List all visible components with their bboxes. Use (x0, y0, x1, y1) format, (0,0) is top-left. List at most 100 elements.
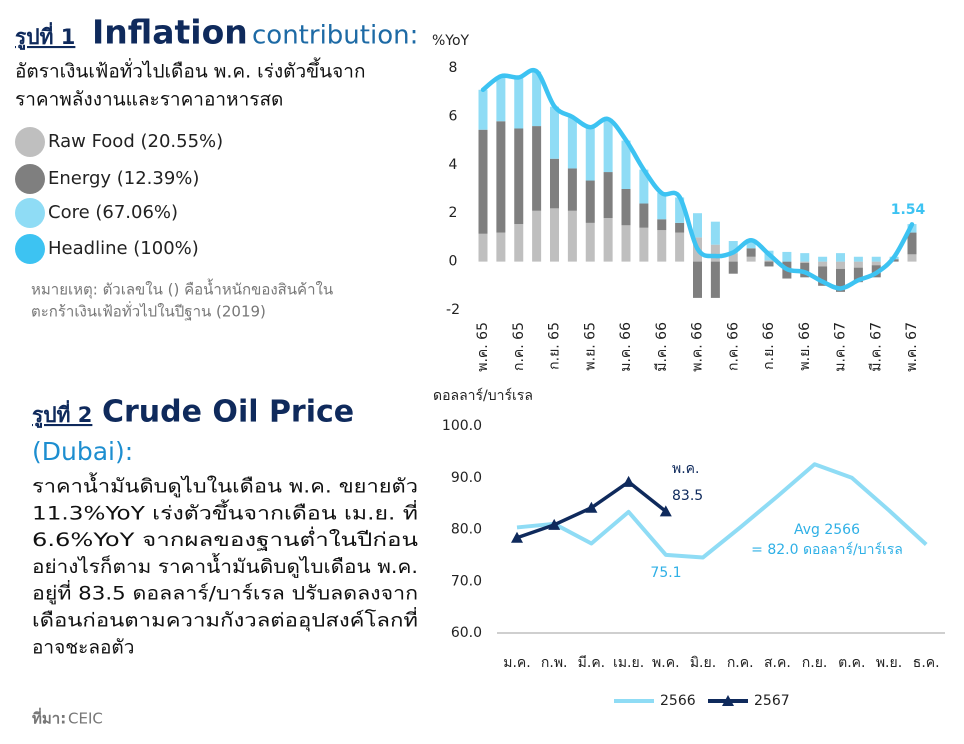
y-tick-label: 100.0 (442, 418, 482, 434)
triangle-marker (548, 518, 561, 530)
chart-title: Crude Oil Price (102, 395, 354, 430)
description: 11.3%YoY เร่งตัวขึ้นจากเดือน เม.ย. ที่ (32, 499, 418, 524)
legend-swatch (15, 234, 45, 264)
x-tick-label: มี.ค. (578, 655, 606, 671)
bar-segment (532, 126, 542, 211)
bar-segment (478, 89, 488, 130)
figure-label: รูปที่ 2 (32, 399, 92, 429)
x-tick-label: ม.ค. 67 (833, 322, 849, 372)
x-tick-label: ก.ย. 65 (547, 322, 563, 370)
bar-segment (567, 168, 577, 211)
bar-segment (728, 261, 738, 274)
legend-label: Core (67.06%) (48, 202, 178, 223)
bar-segment (853, 256, 863, 262)
bar-segment (818, 261, 828, 267)
bar-segment (693, 213, 702, 238)
y-tick-label: -2 (446, 302, 460, 318)
x-tick-label: พ.ค. 66 (690, 322, 706, 372)
bar-segment (585, 222, 595, 262)
bar-segment (675, 197, 685, 223)
data-label: 75.1 (650, 565, 681, 581)
x-tick-label: ม.ค. (503, 655, 531, 671)
x-tick-label: ก.พ. (541, 655, 568, 671)
description: เดือนก่อนตามความกังวลต่ออุปสงค์โลกที่ (32, 607, 418, 633)
x-tick-label: ต.ค. (838, 655, 865, 671)
bar-segment (746, 256, 756, 262)
source-label: ที่มา: (32, 708, 66, 728)
bar-segment (836, 261, 845, 269)
bar-segment (621, 225, 631, 262)
data-label: 83.5 (672, 488, 703, 504)
bar-segment (550, 158, 559, 209)
x-tick-label: ก.ค. 65 (511, 322, 527, 371)
bar-segment (496, 76, 506, 122)
subtitle: ราคาพลังงานและราคาอาหารสด (15, 89, 283, 111)
annotation: Avg 2566 (794, 522, 860, 538)
bar-segment (675, 222, 685, 233)
bar-segment (853, 267, 863, 283)
chart-title-suffix: (Dubai): (32, 437, 133, 466)
description: อาจชะลอตัว (32, 636, 134, 658)
bar-segment (567, 117, 577, 169)
x-tick-label: มี.ค. 66 (654, 322, 670, 372)
y-tick-label: 8 (449, 60, 458, 76)
bar-segment (621, 140, 631, 189)
x-tick-label: พ.ค. 67 (904, 322, 920, 372)
y-tick-label: 60.0 (451, 625, 482, 641)
y-tick-label: 90.0 (451, 470, 482, 486)
bar-segment (782, 251, 792, 262)
note: ตะกร้าเงินเฟ้อทั่วไปในปีฐาน (2019) (31, 301, 266, 321)
legend-label: Energy (12.39%) (48, 168, 199, 189)
bar-segment (871, 256, 881, 262)
bar-segment (532, 71, 542, 127)
bar-segment (550, 106, 559, 159)
annotation: พ.ค. (672, 461, 700, 477)
source-text: CEIC (68, 710, 103, 728)
x-tick-label: ส.ค. (764, 655, 791, 671)
bar-segment (550, 208, 559, 262)
bar-segment (836, 268, 845, 292)
bar-segment (728, 253, 738, 262)
triangle-marker (511, 531, 523, 543)
figure-label: รูปที่ 1 (15, 21, 75, 51)
x-tick-label: ม.ค. 66 (618, 322, 634, 372)
bar-segment (603, 118, 613, 173)
chart-title-suffix: contribution: (252, 21, 418, 51)
bar-segment (710, 244, 720, 262)
x-tick-label: เม.ย. (613, 655, 644, 671)
bar-segment (836, 253, 845, 262)
bar-segment (746, 241, 756, 249)
description: ราคาน้ำมันดิบดูไบในเดือน พ.ค. ขยายตัว (32, 473, 418, 498)
bar-segment (728, 241, 738, 254)
y-axis-label: ดอลลาร์/บาร์เรล (433, 387, 533, 404)
bar-segment (478, 233, 488, 262)
bar-segment (800, 261, 810, 263)
x-tick-label: พ.ค. (652, 655, 680, 671)
bar-segment (657, 219, 667, 231)
bar-segment (639, 203, 649, 228)
y-tick-label: 2 (449, 205, 458, 221)
bar-segment (621, 189, 631, 226)
subtitle: อัตราเงินเฟ้อทั่วไปเดือน พ.ค. เร่งตัวขึ้… (15, 58, 365, 83)
description: อย่างไรก็ตาม ราคาน้ำมันดิบดูไบเดือน พ.ค. (32, 553, 418, 578)
legend-label: Raw Food (20.55%) (48, 131, 223, 152)
description: อยู่ที่ 83.5 ดอลลาร์/บาร์เรล ปรับลดลงจาก (32, 580, 418, 605)
bar-segment (603, 218, 613, 262)
legend-swatch (15, 198, 45, 228)
legend-label: Headline (100%) (48, 238, 199, 259)
bar-segment (871, 261, 881, 266)
bar-segment (818, 266, 828, 286)
bar-segment (818, 256, 828, 262)
annotation: = 82.0 ดอลลาร์/บาร์เรล (751, 541, 903, 558)
bar-segment (639, 169, 649, 204)
bar-segment (764, 260, 774, 262)
x-tick-label: ก.ย. (802, 655, 828, 671)
x-tick-label: พ.ย. (876, 655, 902, 671)
y-tick-label: 80.0 (451, 522, 482, 538)
bar-segment (764, 261, 774, 267)
y-axis-label: %YoY (432, 33, 470, 49)
y-tick-label: 70.0 (451, 573, 482, 589)
bar-segment (567, 210, 577, 262)
x-tick-label: มิ.ย. (690, 655, 716, 671)
